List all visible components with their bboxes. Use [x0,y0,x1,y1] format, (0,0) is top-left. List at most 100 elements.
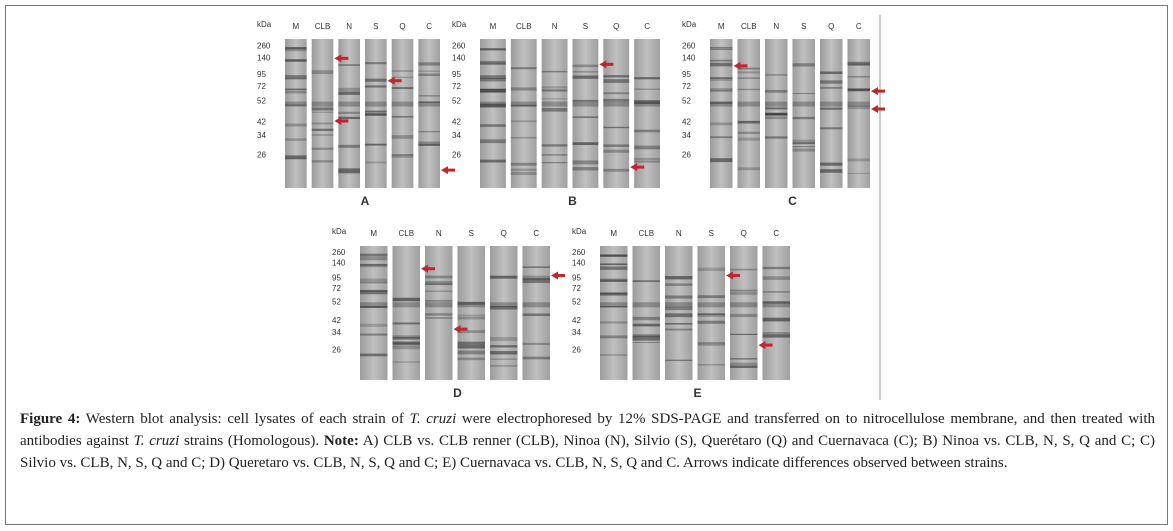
band [285,59,307,62]
band [480,124,506,127]
band [391,154,414,158]
band [425,317,453,319]
band [490,346,518,348]
band [365,161,387,164]
marker-label: 42 [682,118,691,127]
band [820,71,843,75]
band [285,104,307,106]
band [392,336,420,340]
band [365,101,387,107]
band [522,275,550,279]
lane-label: CLB [315,22,331,31]
band [665,328,693,331]
caption-text: were electrophoresed by 12% SDS-PAGE and… [20,411,1156,449]
band [665,295,693,299]
band [710,136,733,139]
arrow [726,271,740,280]
band [792,93,815,95]
band [285,138,307,141]
band [311,122,334,125]
caption-text: Figure 4: [20,411,81,427]
band [765,136,788,139]
band [311,147,334,150]
marker-label: 72 [257,82,266,91]
band [792,145,815,148]
band [510,162,537,166]
band [765,113,788,116]
band [634,100,660,105]
blot-lane [457,246,485,380]
band [820,107,843,110]
band [737,71,760,74]
band [285,77,307,80]
band [365,85,387,88]
band [820,127,843,130]
band [603,98,630,102]
band [710,59,733,62]
marker-label: 34 [257,131,266,140]
band [697,315,725,317]
band [392,345,420,350]
lane-label: S [373,22,378,31]
band [572,101,599,107]
lane-label: S [469,229,474,238]
band [792,142,815,145]
band [425,283,453,286]
band [765,112,788,117]
band [480,139,506,144]
marker-label: 140 [572,259,586,268]
arrow [334,116,349,125]
blot-lane [285,39,307,188]
band [632,324,660,327]
band [632,280,660,283]
band [665,323,693,325]
lane-label: CLB [741,22,757,31]
band [311,128,334,131]
band [792,142,815,145]
arrow [871,87,885,96]
band [710,62,733,67]
band [847,63,870,65]
band [603,149,630,153]
band [338,116,360,120]
band [457,341,485,346]
band [737,120,760,124]
band [360,323,388,327]
band [572,99,599,102]
band [697,342,725,344]
blot-lane [480,39,506,188]
marker-label: 72 [452,82,461,91]
band [847,88,870,92]
lane-label: M [610,229,617,238]
unit-label: kDa [257,20,272,29]
band [360,264,388,268]
blot-lane [820,39,843,188]
band [632,323,660,326]
lane-label: N [773,22,779,31]
blot-lane [632,246,660,380]
blot-panel: kDa 260 140 95 72 52 42 34 26 M CLB N S Q C D [332,227,565,400]
blot-lane [730,246,758,380]
band [490,305,518,310]
band [600,306,628,308]
band [697,267,725,272]
band [541,101,568,107]
band [792,116,815,120]
band [634,157,660,161]
arrow [551,271,565,280]
marker-label: 140 [682,53,696,62]
lane-label: N [346,22,352,31]
band [792,139,815,143]
band [730,365,758,368]
lane-label: CLB [516,22,532,31]
band [391,87,414,89]
band [710,122,733,126]
band [457,316,485,320]
band [765,73,788,76]
band [425,281,453,284]
caption-text: T. cruzi [409,411,457,427]
band [522,302,550,308]
band [847,172,870,174]
band [600,254,628,257]
